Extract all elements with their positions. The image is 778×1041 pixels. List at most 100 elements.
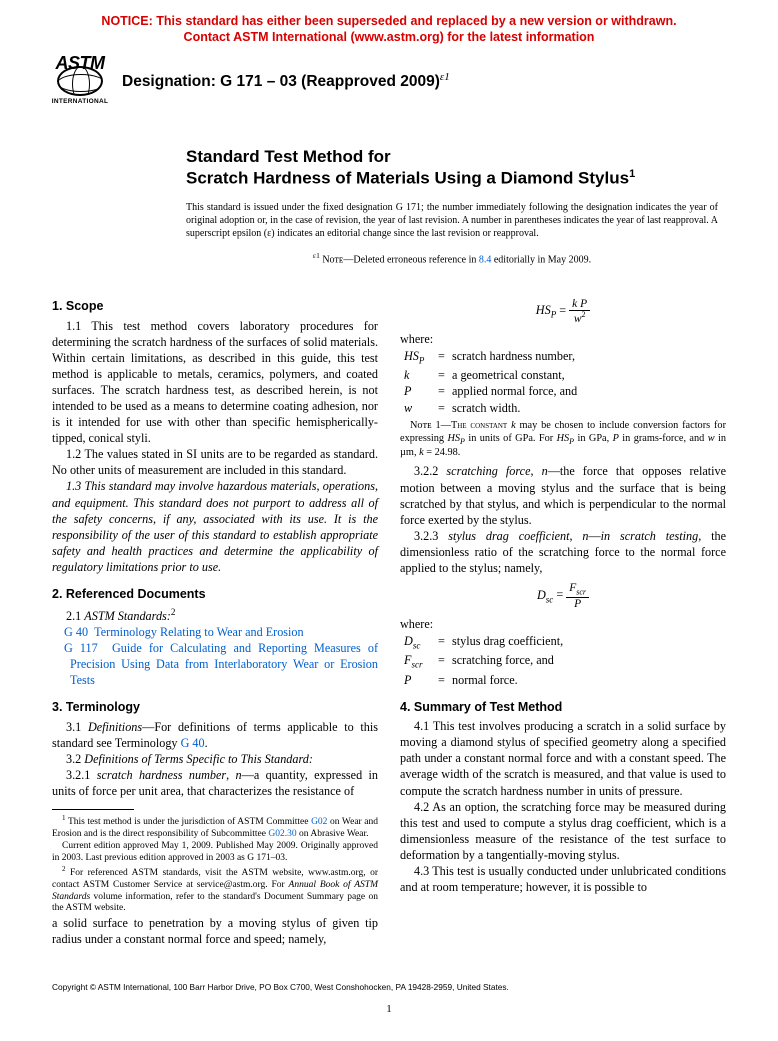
ref-g117-code: G 117 — [64, 641, 98, 655]
footnote-2: 2 For referenced ASTM standards, visit t… — [52, 865, 378, 916]
p21b: ASTM Standards: — [84, 609, 171, 623]
p322c: , — [531, 464, 542, 478]
footnote-1b: Current edition approved May 1, 2009. Pu… — [52, 841, 378, 865]
eq2-lhs: Dsc — [537, 588, 553, 602]
p323b: stylus drag coefficient — [448, 529, 569, 543]
ref-g117[interactable]: G 117 Guide for Calculating and Reportin… — [70, 640, 378, 688]
fn1e[interactable]: G02.30 — [268, 829, 296, 839]
deflist-2: Dsc=stylus drag coefficient, Fscr=scratc… — [404, 633, 567, 688]
p-3-2: 3.2 Definitions of Terms Specific to Thi… — [52, 751, 378, 767]
p32a: 3.2 — [66, 752, 84, 766]
n1f: HSP — [557, 433, 574, 444]
notice-line2: Contact ASTM International (www.astm.org… — [184, 30, 595, 44]
body-columns: 1. Scope 1.1 This test method covers lab… — [52, 298, 726, 961]
issuance-note: This standard is issued under the fixed … — [186, 202, 718, 240]
ref-g40[interactable]: G 40 Terminology Relating to Wear and Er… — [70, 624, 378, 640]
p-1-3: 1.3 This standard may involve hazardous … — [52, 478, 378, 575]
p21sup: 2 — [171, 607, 176, 617]
p-4-2: 4.2 As an option, the scratching force m… — [400, 799, 726, 863]
title-line1: Standard Test Method for — [186, 146, 718, 167]
eq2-num: Fscr — [566, 582, 589, 598]
footnote-1a: 1 This test method is under the jurisdic… — [52, 814, 378, 841]
section-scope: 1. Scope — [52, 298, 378, 315]
n1g: in GPa, — [574, 433, 613, 444]
title-line2-text: Scratch Hardness of Materials Using a Di… — [186, 169, 629, 188]
title-line2: Scratch Hardness of Materials Using a Di… — [186, 167, 718, 190]
deflist-1: HSP=scratch hardness number, k=a geometr… — [404, 348, 581, 416]
superseded-notice: NOTICE: This standard has either been su… — [0, 14, 778, 45]
fn1c[interactable]: G02 — [311, 817, 327, 827]
p-3-2-2: 3.2.2 scratching force, n—the force that… — [400, 463, 726, 527]
epsilon-note: ɛ1 Nᴏᴛᴇ—Deleted erroneous reference in 8… — [186, 251, 718, 267]
p-4-1: 4.1 This test involves producing a scrat… — [400, 718, 726, 798]
p323f: in scratch testing — [601, 529, 699, 543]
eq2-frac: Fscr P — [566, 582, 589, 610]
n1i: in grams-force, and — [619, 433, 708, 444]
notice-line1: NOTICE: This standard has either been su… — [101, 14, 676, 28]
footnote-rule — [52, 809, 134, 810]
p322a: 3.2.2 — [414, 464, 446, 478]
title-sup: 1 — [629, 168, 635, 180]
eq1-frac: k P w2 — [569, 298, 590, 325]
p31b: Definitions — [88, 720, 142, 734]
n1j: w — [708, 433, 715, 444]
p-1-1: 1.1 This test method covers laboratory p… — [52, 318, 378, 447]
designation-text: Designation: G 171 – 03 (Reapproved 2009… — [122, 73, 440, 90]
p321a: 3.2.1 — [66, 768, 97, 782]
n1a: Nᴏᴛᴇ 1—The constant — [410, 420, 511, 431]
p-3-2-3: 3.2.3 stylus drag coefficient, n—in scra… — [400, 528, 726, 576]
p321c: , — [226, 768, 235, 782]
note-1: Nᴏᴛᴇ 1—The constant k may be chosen to i… — [400, 420, 726, 460]
ref-g40-txt: Terminology Relating to Wear and Erosion — [94, 625, 303, 639]
p-1-2: 1.2 The values stated in SI units are to… — [52, 446, 378, 478]
eps-tail: editorially in May 2009. — [491, 254, 591, 265]
fn1b: This test method is under the jurisdicti… — [66, 817, 312, 827]
eq2-den: P — [566, 598, 589, 610]
where-1: where: — [400, 331, 726, 347]
p-4-3: 4.3 This test is usually conducted under… — [400, 863, 726, 895]
logo-main: ASTM — [56, 54, 105, 72]
equation-hsp: HSP = k P w2 — [400, 298, 726, 325]
eps-rest: —Deleted erroneous reference in — [343, 254, 478, 265]
p21a: 2.1 — [66, 609, 84, 623]
eps-sup: ɛ1 — [313, 251, 320, 260]
header-row: ASTM INTERNATIONAL Designation: G 171 – … — [48, 54, 730, 108]
section-summary: 4. Summary of Test Method — [400, 699, 726, 716]
p322b: scratching force — [446, 464, 530, 478]
col2-lead: a solid surface to penetration by a movi… — [52, 915, 378, 947]
copyright: Copyright © ASTM International, 100 Barr… — [52, 982, 509, 993]
title-block: Standard Test Method for Scratch Hardnes… — [186, 146, 718, 266]
p-3-1: 3.1 Definitions—For definitions of terms… — [52, 719, 378, 751]
page-number: 1 — [0, 1002, 778, 1017]
p323c: , — [569, 529, 582, 543]
designation-sup: ɛ1 — [440, 71, 450, 83]
n1m: = 24.98. — [424, 447, 461, 458]
p31ref[interactable]: G 40 — [181, 736, 205, 750]
n1e: in units of GPa. For — [465, 433, 557, 444]
p-2-1: 2.1 ASTM Standards:2 — [52, 606, 378, 624]
n1d: HSP — [447, 433, 464, 444]
fn2d: volume information, refer to the standar… — [52, 892, 378, 914]
p-3-2-1: 3.2.1 scratch hardness number, n—a quant… — [52, 767, 378, 799]
eq1-num: k P — [569, 298, 590, 311]
eq1-den: w2 — [569, 311, 590, 325]
footnote-block: 1 This test method is under the jurisdic… — [52, 809, 378, 915]
p323a: 3.2.3 — [414, 529, 448, 543]
eps-ref[interactable]: 8.4 — [479, 254, 492, 265]
where-2: where: — [400, 616, 726, 632]
equation-dsc: Dsc = Fscr P — [400, 582, 726, 610]
p31a: 3.1 — [66, 720, 88, 734]
logo-sub: INTERNATIONAL — [52, 98, 109, 107]
eps-label: Nᴏᴛᴇ — [320, 254, 344, 265]
section-referenced: 2. Referenced Documents — [52, 586, 378, 603]
astm-logo: ASTM INTERNATIONAL — [48, 54, 112, 108]
p323e: — — [588, 529, 600, 543]
ref-g40-code: G 40 — [64, 625, 88, 639]
designation: Designation: G 171 – 03 (Reapproved 2009… — [122, 70, 450, 93]
section-terminology: 3. Terminology — [52, 699, 378, 716]
p321b: scratch hardness number — [97, 768, 226, 782]
p31d: . — [205, 736, 208, 750]
p32b: Definitions of Terms Specific to This St… — [84, 752, 313, 766]
fn1f: on Abrasive Wear. — [297, 829, 369, 839]
ref-g117-txt: Guide for Calculating and Reporting Meas… — [70, 641, 378, 687]
